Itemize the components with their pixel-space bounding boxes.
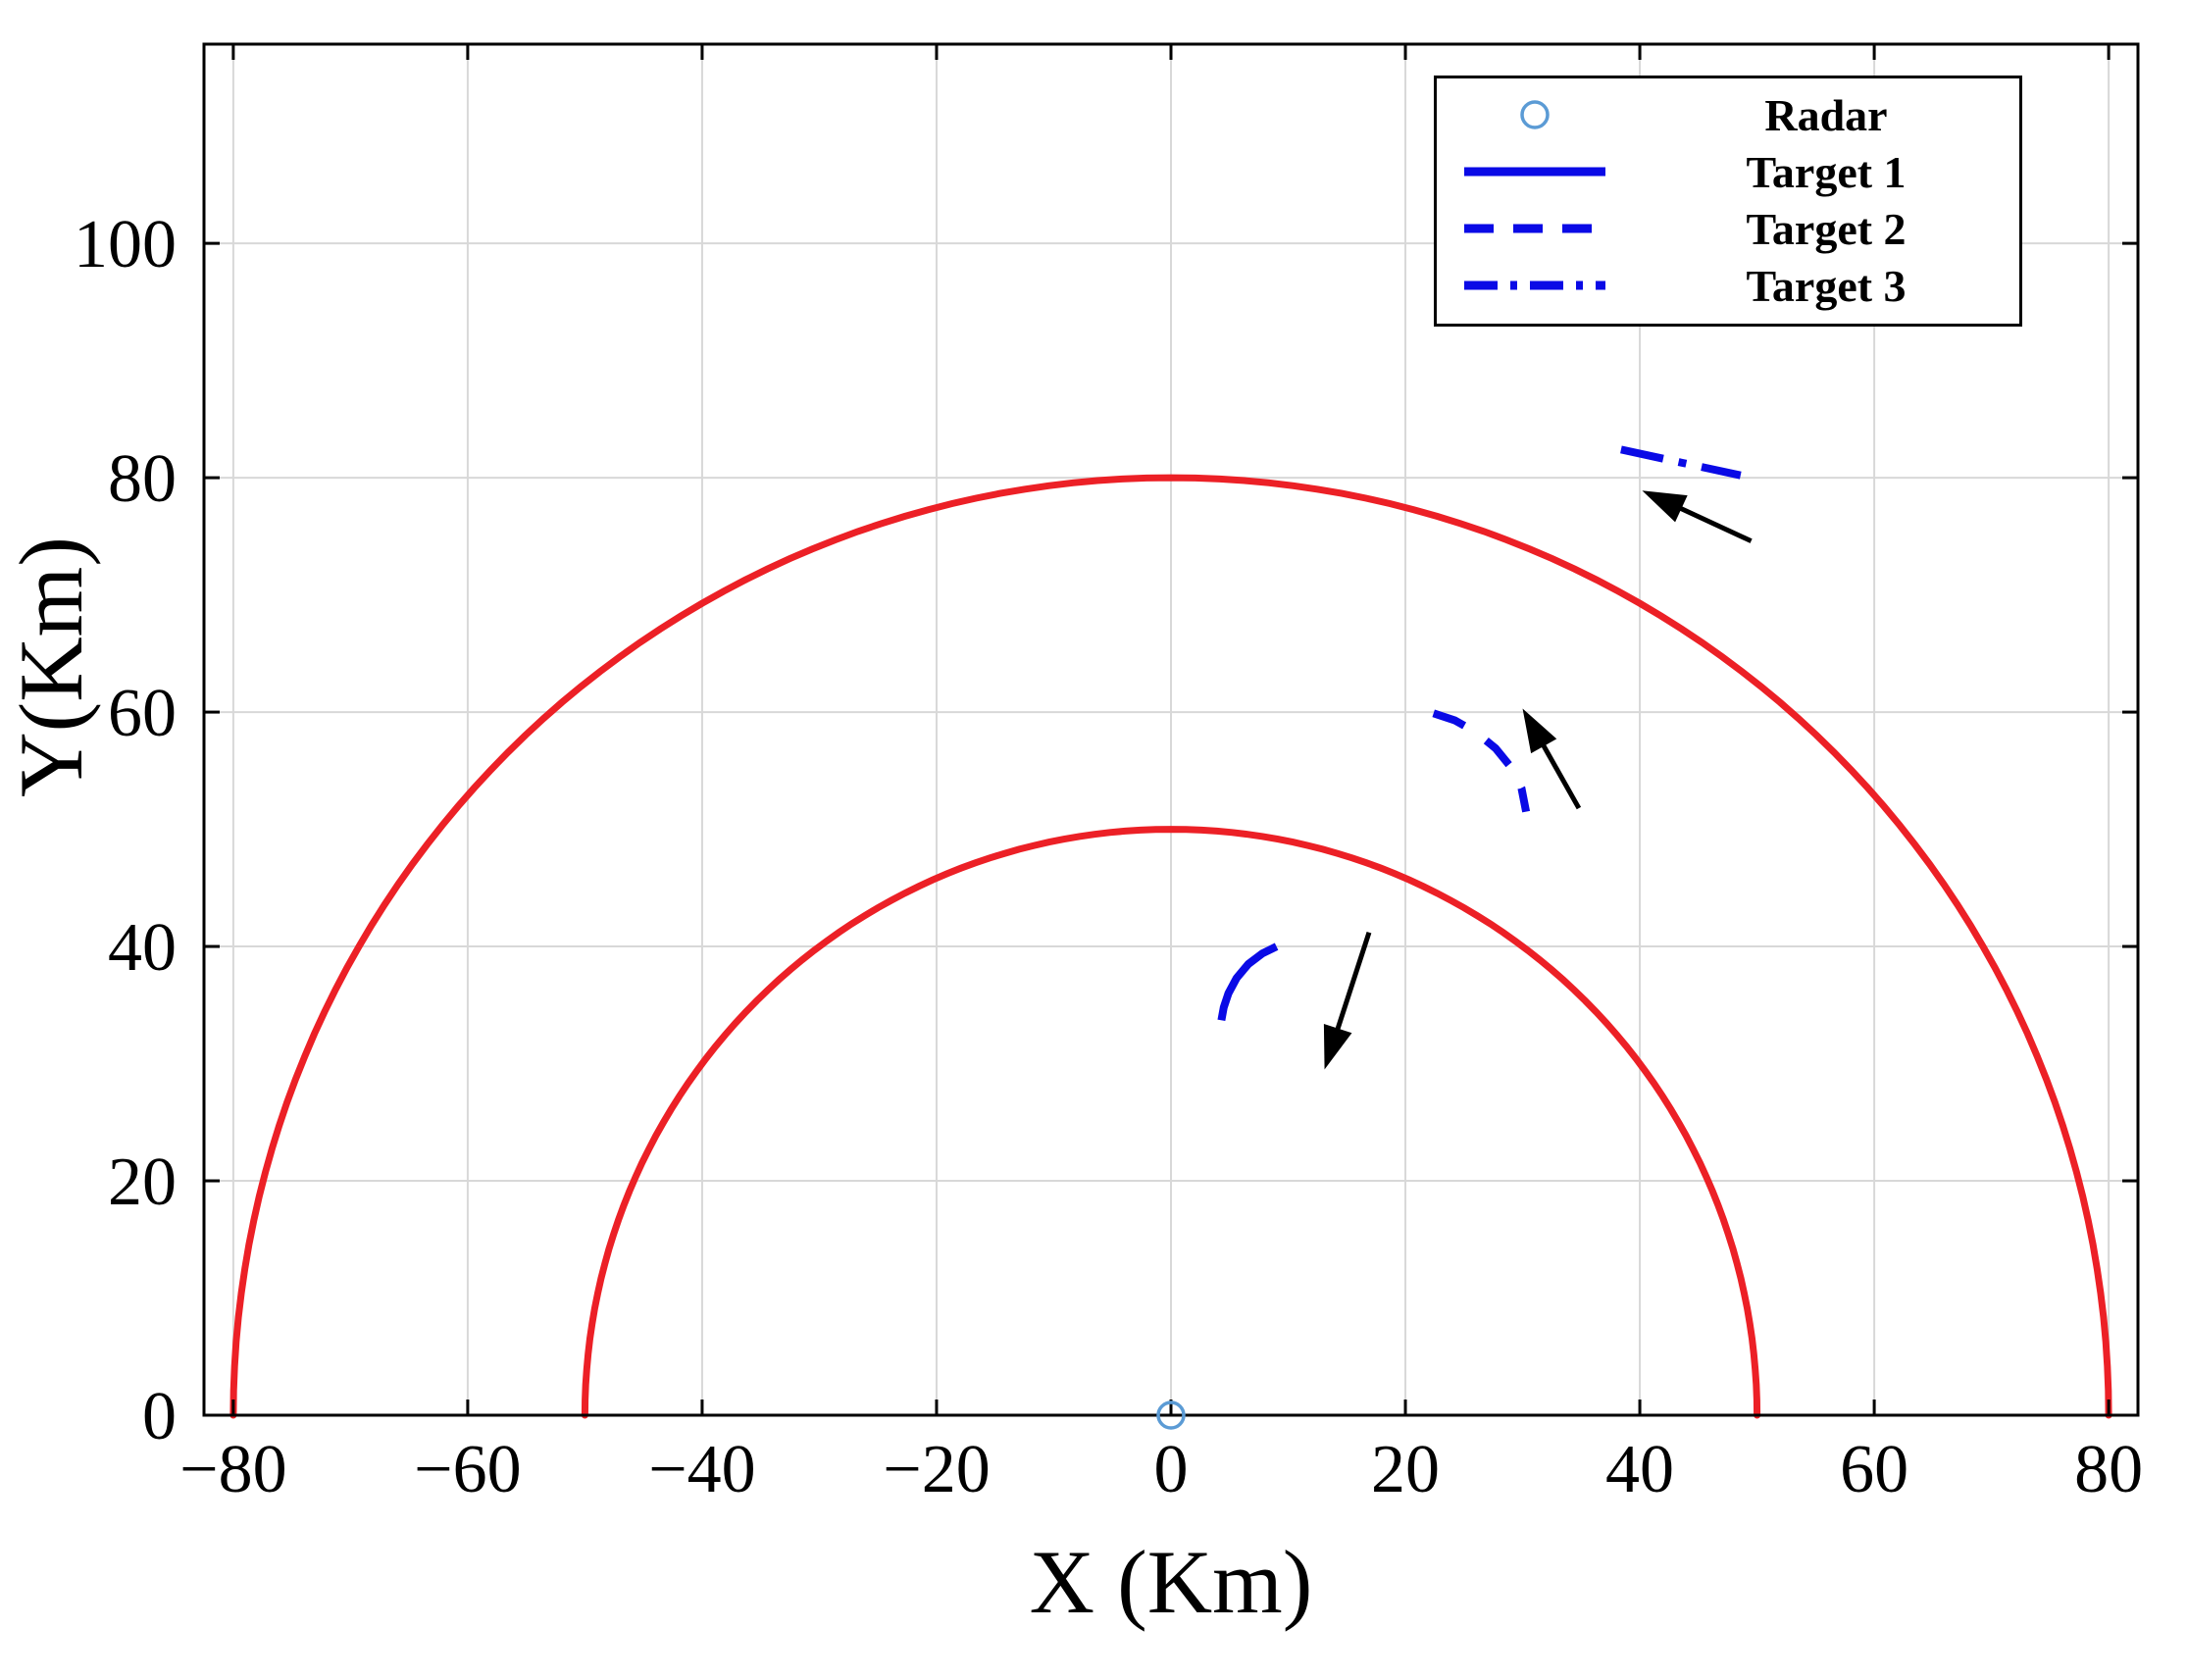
svg-text:100: 100 — [74, 207, 177, 282]
legend-entry-radar: Radar — [1437, 86, 2019, 143]
range-rings — [229, 474, 2112, 1419]
legend: Radar Target 1 Target 2 Target 3 — [1434, 76, 2022, 327]
y-tick-labels: 0 20 40 60 80 100 — [74, 207, 177, 1454]
svg-text:−20: −20 — [883, 1432, 990, 1507]
legend-label-radar: Radar — [1764, 89, 1888, 140]
svg-text:−80: −80 — [179, 1432, 286, 1507]
x-tick-labels: −80 −60 −40 −20 0 20 40 60 80 — [179, 1432, 2143, 1507]
direction-arrows — [1323, 490, 1753, 1070]
legend-entry-target-2: Target 2 — [1437, 200, 2019, 257]
svg-text:−60: −60 — [414, 1432, 521, 1507]
legend-label-target-2: Target 2 — [1746, 203, 1907, 254]
target-1-path — [1217, 942, 1279, 1022]
svg-text:0: 0 — [142, 1379, 177, 1454]
svg-text:60: 60 — [108, 676, 177, 751]
tick-marks — [204, 44, 2138, 1417]
legend-entry-target-1: Target 1 — [1437, 143, 2019, 200]
svg-text:−40: −40 — [648, 1432, 755, 1507]
svg-text:60: 60 — [1840, 1432, 1908, 1507]
x-axis-label: X (Km) — [1029, 1532, 1313, 1632]
radar-circle-icon — [1437, 93, 1633, 136]
svg-text:20: 20 — [1371, 1432, 1440, 1507]
svg-text:0: 0 — [1154, 1432, 1189, 1507]
radar-marker — [1156, 1400, 1186, 1430]
dashed-line-icon — [1437, 207, 1633, 250]
target-2-path — [1432, 709, 1531, 813]
legend-label-target-1: Target 1 — [1746, 146, 1907, 197]
legend-entry-target-3: Target 3 — [1437, 257, 2019, 314]
dashdot-line-icon — [1437, 264, 1633, 307]
svg-text:40: 40 — [1605, 1432, 1674, 1507]
svg-text:40: 40 — [108, 910, 177, 986]
legend-label-target-3: Target 3 — [1746, 260, 1907, 311]
svg-text:20: 20 — [108, 1145, 177, 1220]
svg-text:80: 80 — [108, 441, 177, 517]
y-axis-label: Y(Km) — [1, 536, 101, 797]
target-3-path — [1620, 445, 1742, 480]
svg-text:80: 80 — [2074, 1432, 2143, 1507]
solid-line-icon — [1437, 150, 1633, 193]
